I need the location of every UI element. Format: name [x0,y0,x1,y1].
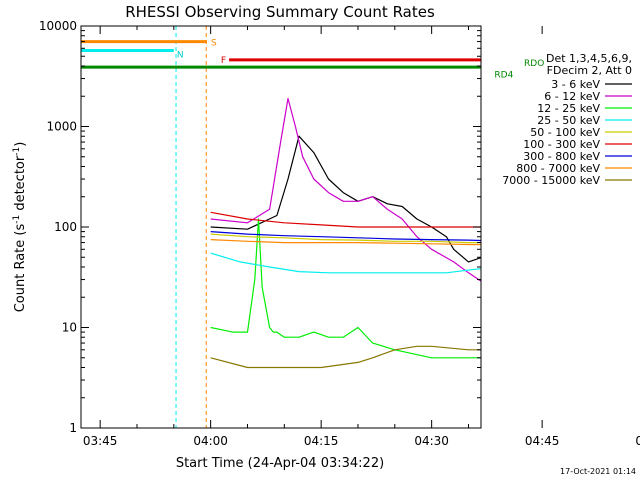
x-tick-label: 04:00 [193,434,228,448]
x-tick-label: 03:45 [83,434,118,448]
x-tick-label: 05:00 [635,434,640,448]
series-line-300-800-kev [210,231,481,242]
status-label-s-0: S [211,39,217,49]
legend-header-line: Det 1,3,4,5,6,9, [546,52,632,65]
x-tick-label: 04:45 [525,434,560,448]
series-line-12-25-kev [210,218,481,359]
legend-header-line: FDecim 2, Att 0 [547,64,632,77]
status-label-n-1: N [177,51,184,61]
y-tick-label: 10 [62,321,77,335]
y-tick-label: 100 [54,220,77,234]
status-label-rdo-5: RDO [524,59,544,69]
axes: 1 10 100 1000 10000 03:45 04:00 04:15 04:30 04:45… [39,19,640,448]
legend-label-3-6-kev: 3 - 6 keV [551,78,600,91]
series-line-800-7000-kev [210,239,481,246]
x-axis-label: Start Time (24-Apr-04 03:34:22) [176,456,384,471]
y-tick-label: 10000 [39,19,77,33]
y-axis-label: Count Rate (s-1 detector-1) [12,142,28,313]
timestamp: 17-Oct-2021 01:14 [560,467,636,476]
legend-label-800-7000-kev: 800 - 7000 keV [516,162,600,175]
chart-title: RHESSI Observing Summary Count Rates [125,3,435,21]
legend-label-100-300-kev: 100 - 300 keV [523,138,600,151]
series-line-6-12-kev [210,97,481,282]
legend-label-12-25-kev: 12 - 25 keV [537,102,600,115]
series-line-100-300-kev [210,211,481,228]
legend-label-300-800-kev: 300 - 800 keV [523,150,600,163]
y-tick-label: 1000 [46,120,77,134]
legend-label-50-100-kev: 50 - 100 keV [530,126,600,139]
legend-label-7000-15000-kev: 7000 - 15000 keV [502,174,600,187]
legend: Det 1,3,4,5,6,9,FDecim 2, Att 03 - 6 keV… [502,52,632,187]
plot-area: S N F RDO RD4 [81,26,544,428]
x-tick-label: 04:15 [304,434,339,448]
series-line-25-50-kev [210,252,481,274]
plot-content [81,26,481,428]
x-tick-label: 04:30 [414,434,449,448]
series-line-3-6-kev [210,135,481,263]
status-label-f-3: F [221,56,226,66]
legend-label-25-50-kev: 25 - 50 keV [537,114,600,127]
status-label-rd4-6: RD4 [494,71,513,81]
y-tick-label: 1 [69,421,77,435]
series-line-7000-15000-kev [210,345,481,369]
legend-label-6-12-kev: 6 - 12 keV [544,90,600,103]
series-line-50-100-kev [210,233,481,244]
